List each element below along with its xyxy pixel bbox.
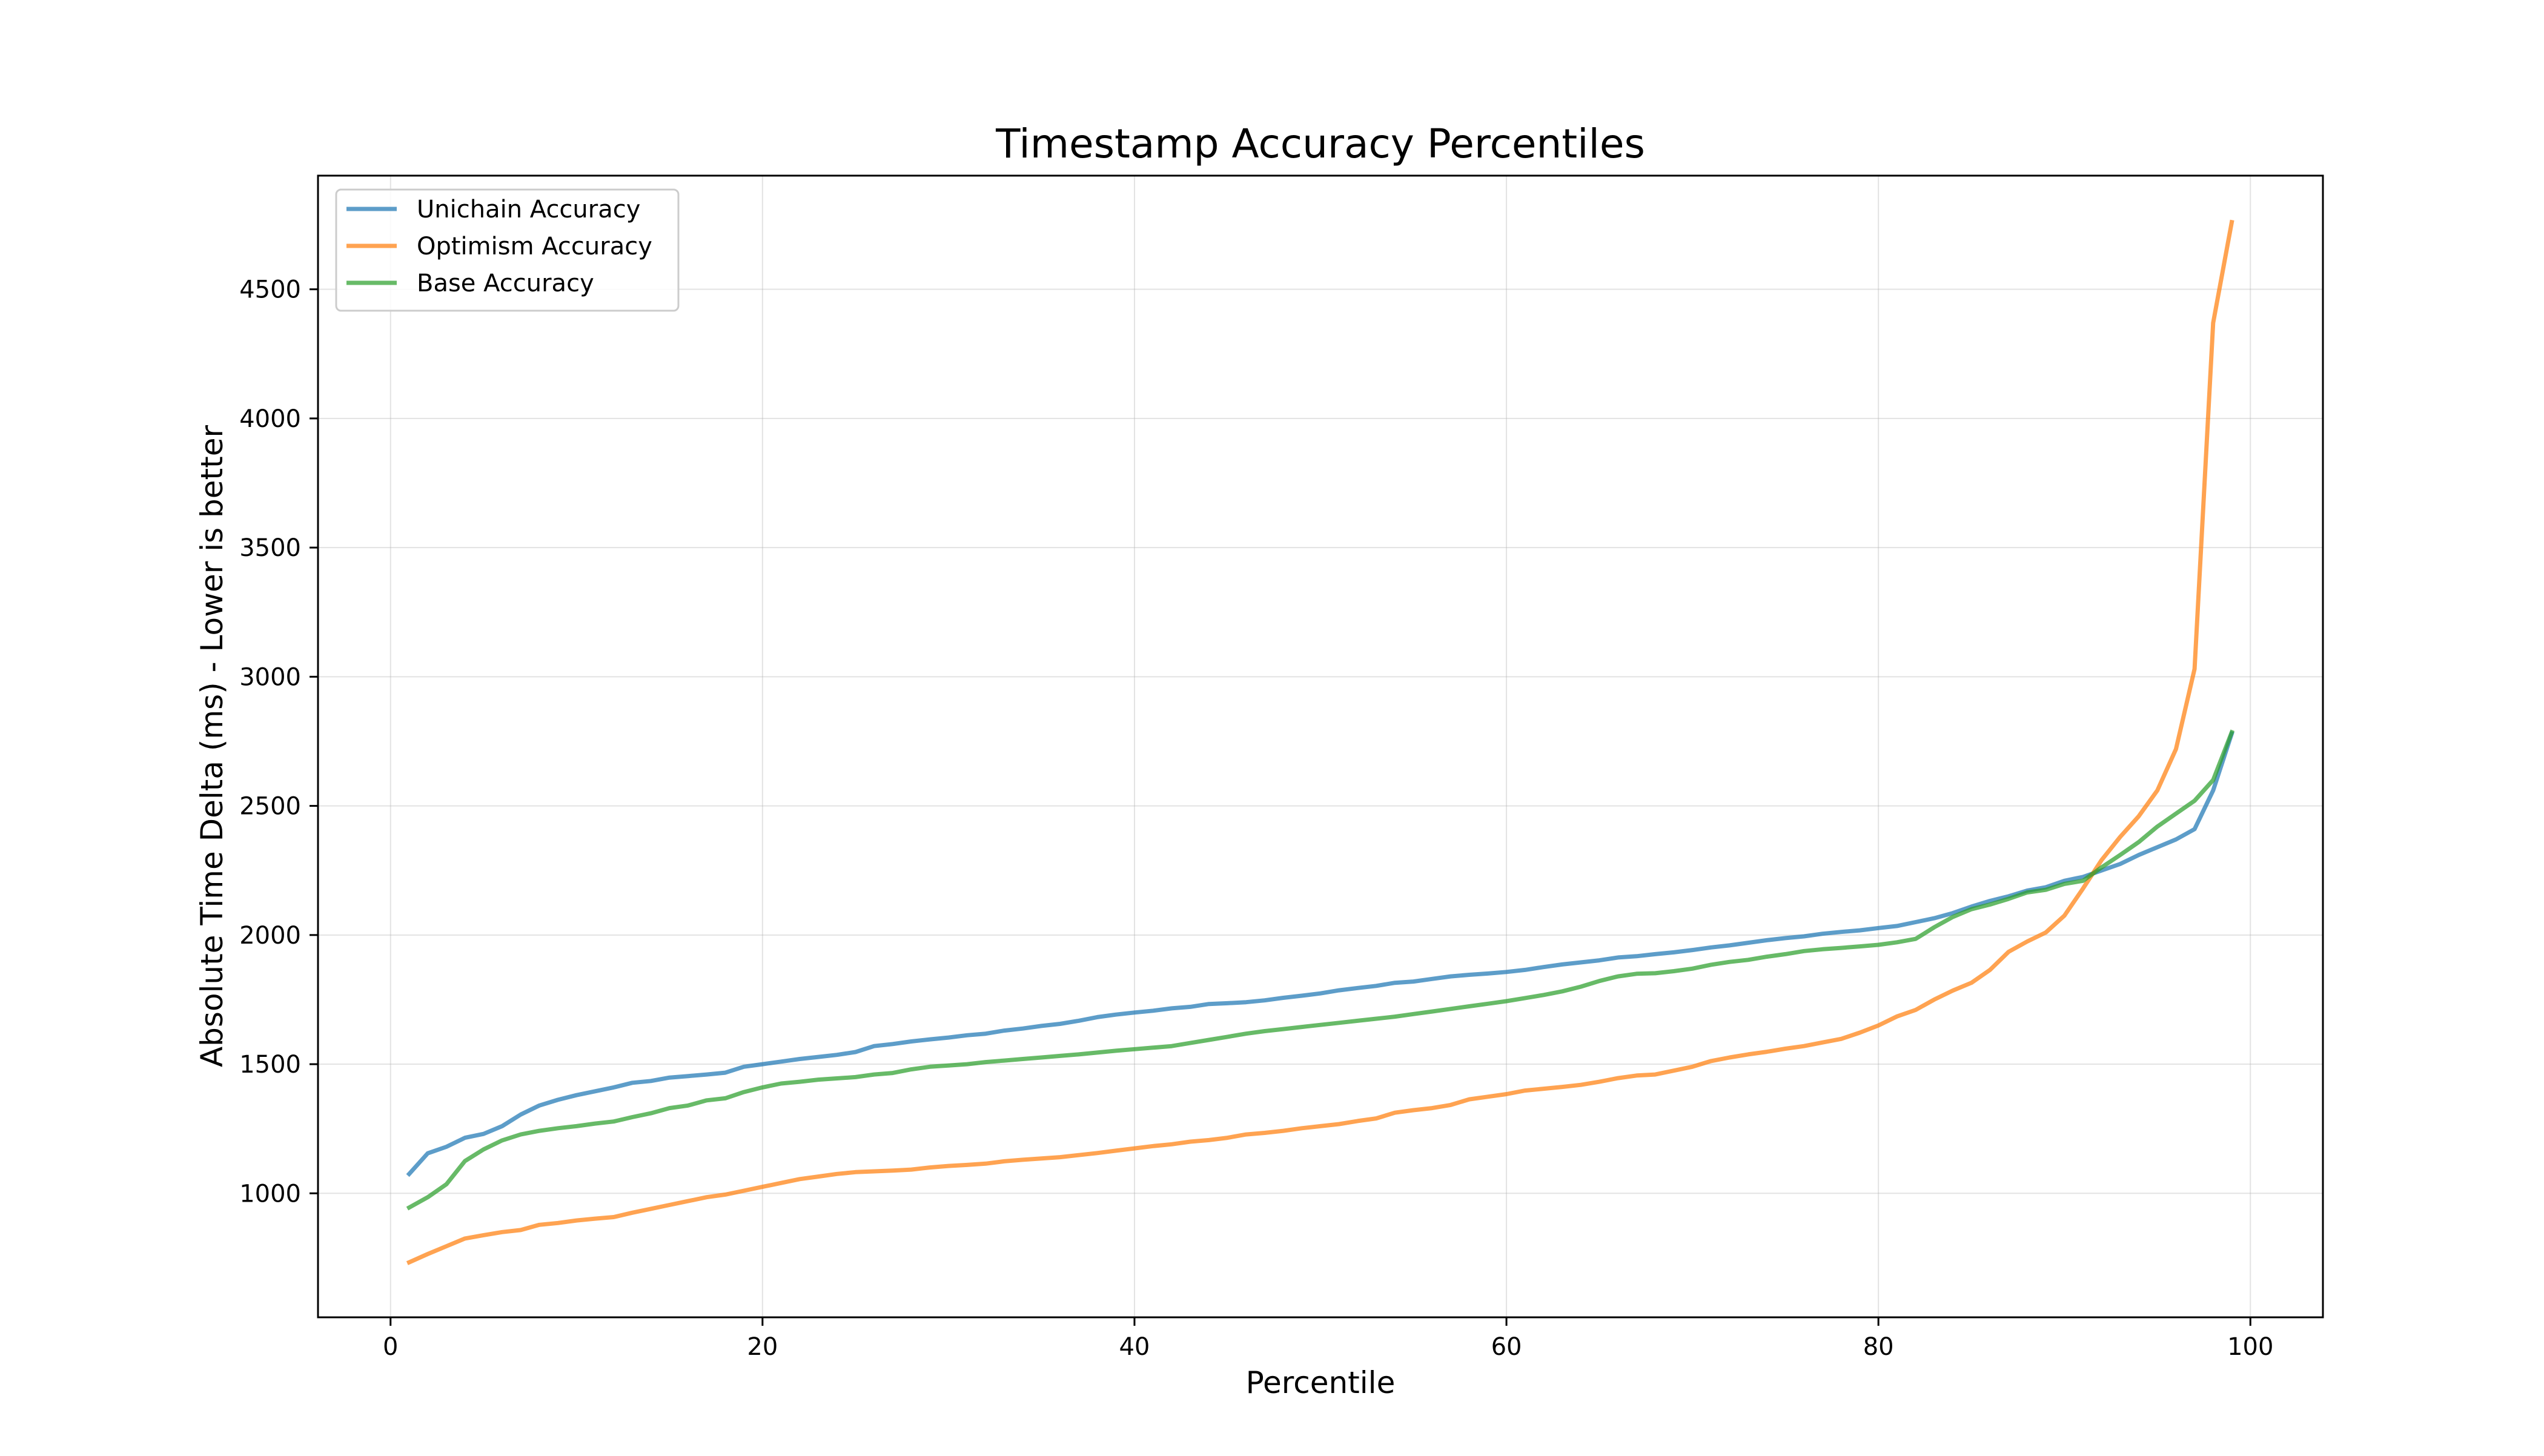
legend-label-0: Unichain Accuracy bbox=[417, 196, 640, 223]
y-tick-label: 2000 bbox=[239, 922, 301, 950]
chart-title: Timestamp Accuracy Percentiles bbox=[995, 121, 1645, 167]
y-tick-label: 4500 bbox=[239, 276, 301, 304]
legend-label-1: Optimism Accuracy bbox=[417, 233, 652, 260]
y-tick-label: 2500 bbox=[239, 793, 301, 821]
series-line-1 bbox=[406, 219, 2234, 1265]
series-line-0 bbox=[406, 730, 2234, 1177]
y-tick-label: 3500 bbox=[239, 534, 301, 562]
axis-ticks: 0 20 40 60 80 100 1000 1500 2000 2500 3000 3500 4000… bbox=[239, 276, 2273, 1361]
legend-box bbox=[335, 188, 680, 312]
y-tick-label: 1000 bbox=[239, 1180, 301, 1208]
y-tick-label: 1500 bbox=[239, 1051, 301, 1079]
y-tick-label: 3000 bbox=[239, 663, 301, 691]
legend: Unichain Accuracy Optimism Accuracy Base A… bbox=[335, 188, 680, 312]
x-tick-label: 20 bbox=[747, 1333, 778, 1361]
x-axis-label: Percentile bbox=[1246, 1365, 1396, 1400]
x-tick-label: 100 bbox=[2227, 1333, 2273, 1361]
x-tick-label: 80 bbox=[1863, 1333, 1894, 1361]
y-axis-label: Absolute Time Delta (ms) - Lower is bett… bbox=[194, 425, 230, 1068]
plot-frame bbox=[317, 174, 2324, 1319]
x-tick-label: 60 bbox=[1491, 1333, 1522, 1361]
x-tick-label: 0 bbox=[383, 1333, 398, 1361]
grid-lines bbox=[318, 176, 2323, 1317]
y-tick-label: 4000 bbox=[239, 405, 301, 433]
series-lines bbox=[406, 219, 2235, 1265]
x-tick-label: 40 bbox=[1119, 1333, 1150, 1361]
series-line-2 bbox=[406, 729, 2235, 1211]
legend-label-2: Base Accuracy bbox=[417, 270, 594, 297]
